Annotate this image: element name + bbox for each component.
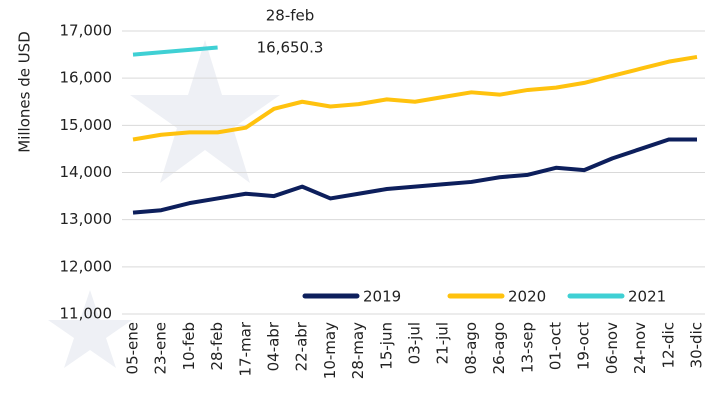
x-tick-label: 15-jun xyxy=(377,322,395,370)
x-tick-label: 08-ago xyxy=(462,322,480,374)
x-tick-label: 10-feb xyxy=(180,322,198,371)
legend-label: 2020 xyxy=(508,288,546,306)
x-tick-label: 28-feb xyxy=(208,322,226,371)
legend-label: 2021 xyxy=(628,288,666,306)
legend-label: 2019 xyxy=(363,288,401,306)
x-tick-label: 01-oct xyxy=(547,322,565,370)
y-tick-label: 15,000 xyxy=(60,116,113,134)
x-tick-label: 23-ene xyxy=(152,322,170,374)
chart: Millones de USD 28-feb 16,650.3 11,000 12… xyxy=(0,0,716,406)
x-tick-label: 21-jul xyxy=(434,322,452,364)
y-tick-label: 16,000 xyxy=(60,69,113,87)
y-tick-label: 12,000 xyxy=(60,257,113,275)
x-tick-label: 12-dic xyxy=(659,322,677,368)
y-axis-title: Millones de USD xyxy=(16,31,34,153)
y-tick-label: 17,000 xyxy=(60,22,113,40)
x-tick-label: 05-ene xyxy=(124,322,142,374)
annotation: 28-feb xyxy=(266,7,315,25)
y-tick-label: 11,000 xyxy=(60,305,113,323)
x-tick-label: 13-sep xyxy=(518,322,536,373)
x-tick-label: 22-abr xyxy=(293,321,311,371)
x-tick-label: 30-dic xyxy=(688,322,706,368)
x-tick-label: 04-abr xyxy=(265,321,283,371)
x-tick-label: 10-may xyxy=(321,322,339,379)
x-tick-label: 06-nov xyxy=(603,322,621,374)
x-tick-label: 03-jul xyxy=(406,322,424,364)
y-tick-label: 13,000 xyxy=(60,210,113,228)
x-tick-label: 26-ago xyxy=(490,322,508,374)
y-tick-label: 14,000 xyxy=(60,163,113,181)
x-tick-label: 17-mar xyxy=(236,321,254,376)
x-tick-label: 28-may xyxy=(349,322,367,379)
x-tick-label: 19-oct xyxy=(575,322,593,370)
x-tick-label: 24-nov xyxy=(631,322,649,374)
annotation: 16,650.3 xyxy=(257,39,324,57)
